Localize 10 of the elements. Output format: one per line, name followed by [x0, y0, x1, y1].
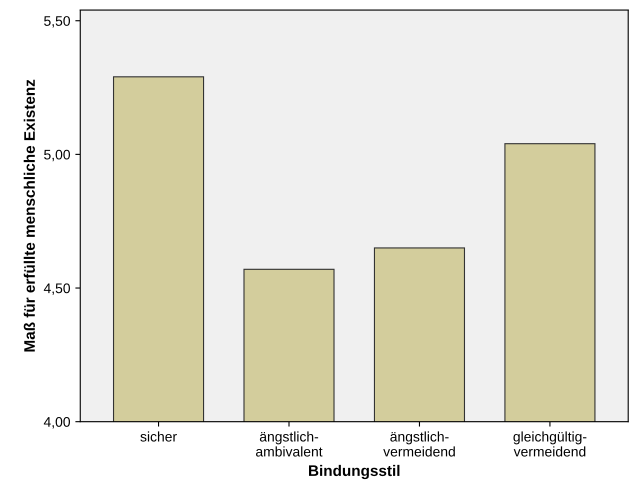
x-tick-label: ängstlich- vermeidend — [383, 431, 455, 457]
y-tick-label: 4,00 — [44, 417, 70, 428]
x-axis-title: Bindungsstil — [309, 464, 400, 480]
x-tick-label: gleichgültig- vermeidend — [513, 431, 586, 457]
y-tick-label: 5,50 — [44, 16, 70, 28]
x-tick-label: ängstlich- ambivalent — [256, 431, 322, 457]
y-tick-label: 5,00 — [44, 150, 70, 162]
y-tick-label: 4,50 — [44, 283, 70, 295]
x-tick-label: sicher — [140, 431, 177, 442]
y-axis-title: Maß für erfüllte menschliche Existenz — [24, 80, 35, 352]
